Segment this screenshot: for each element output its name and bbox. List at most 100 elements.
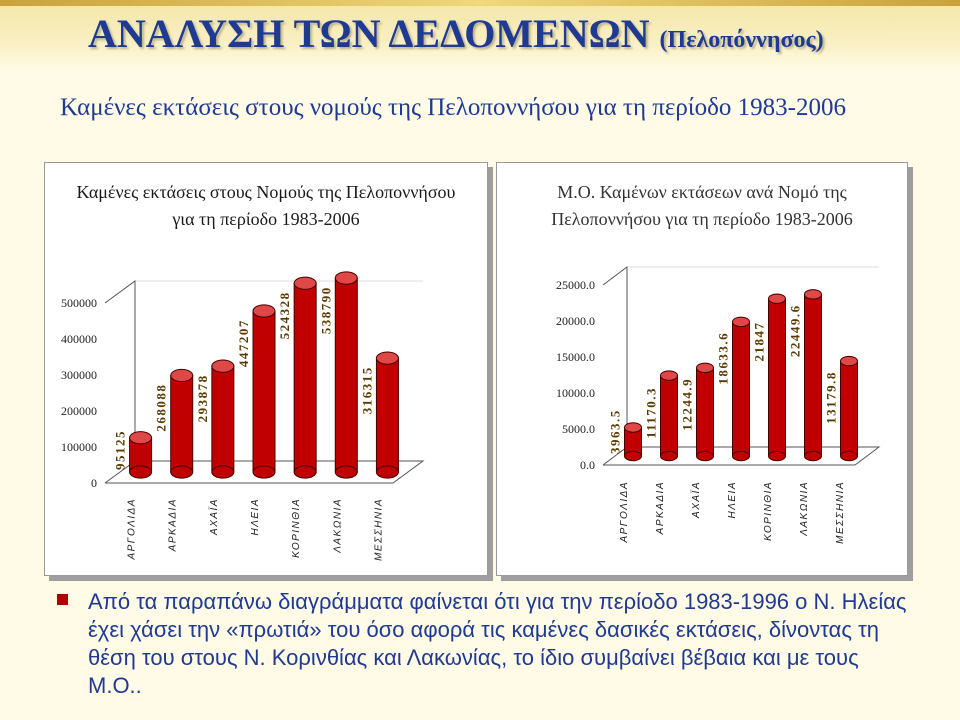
category-label: ΛΑΚΩΝΙΑ: [332, 498, 343, 554]
conclusion-text: Από τα παραπάνω διαγράμματα φαίνεται ότι…: [88, 589, 907, 698]
bar-top: [293, 276, 317, 290]
bar-bottom: [624, 450, 642, 462]
bar-top: [840, 355, 858, 367]
bar-top: [660, 370, 678, 381]
category-label: ΑΡΓΟΛΙΔΑ: [127, 498, 138, 561]
chart-title-total: Καμένες εκτάσεις στους Νομούς της Πελοπο…: [45, 179, 487, 233]
y-tick-label: 0: [91, 476, 97, 490]
y-tick-label: 300000: [61, 368, 97, 382]
bar-top: [732, 316, 750, 328]
bar-bottom: [732, 450, 750, 462]
data-label: 11170.3: [644, 387, 659, 438]
y-tick-label: 500000: [61, 296, 97, 310]
bar: [252, 310, 276, 473]
chart-panel-average: Μ.Ο. Καμένων εκτάσεων ανά Νομό της Πελοπ…: [496, 162, 908, 576]
y-tick-label: 5000.0: [562, 422, 595, 436]
bar-top: [252, 304, 276, 318]
data-label: 268088: [154, 384, 169, 432]
bar: [804, 293, 822, 457]
header-stripe: [0, 0, 960, 6]
bar-bottom: [334, 465, 358, 479]
bar-top: [211, 359, 235, 373]
axis-wall: [104, 280, 136, 484]
bar: [732, 321, 750, 457]
bar-top: [129, 431, 153, 445]
y-tick-label: 20000.0: [556, 314, 595, 328]
bar-bottom: [375, 465, 399, 479]
bar-bottom: [804, 450, 822, 462]
axis-floor: [105, 460, 425, 484]
bar: [768, 298, 786, 457]
chart-title-line: Πελοποννήσου για τη περίοδο 1983-2006: [551, 209, 853, 229]
bar-chart-average: 0.0 5000.0 10000.0 15000.0 20000.0 25000.0 396…: [556, 266, 881, 544]
axis-wall: [602, 266, 628, 466]
category-label: ΚΟΡΙΝΘΙΑ: [291, 498, 302, 558]
y-tick-label: 15000.0: [556, 350, 595, 364]
chart-title-line: Μ.Ο. Καμένων εκτάσεων ανά Νομό της: [557, 182, 847, 202]
chart-title-average: Μ.Ο. Καμένων εκτάσεων ανά Νομό της Πελοπ…: [497, 179, 907, 233]
header-decoration: [0, 0, 960, 70]
chart-panel-total: Καμένες εκτάσεις στους Νομούς της Πελοπο…: [44, 162, 488, 576]
bar-bottom: [768, 450, 786, 462]
bar-top: [334, 271, 358, 285]
bar: [375, 357, 399, 473]
data-label: 3963.5: [608, 409, 623, 454]
data-label: 447207: [236, 319, 251, 367]
bar: [170, 374, 194, 473]
bar: [660, 375, 678, 457]
data-label: 293878: [195, 374, 210, 422]
category-label: ΗΛΕΙΑ: [250, 498, 261, 536]
data-label: 524328: [277, 291, 292, 339]
bar-top: [768, 293, 786, 304]
bar-bottom: [211, 465, 235, 479]
category-label: ΜΕΣΣΗΝΙΑ: [835, 481, 846, 544]
bar: [696, 367, 714, 457]
bar-bottom: [170, 465, 194, 479]
category-label: ΑΧΑΪΑ: [690, 481, 702, 519]
category-label: ΑΧΑΪΑ: [208, 498, 220, 536]
y-tick-label: 100000: [61, 440, 97, 454]
y-tick-label: 400000: [61, 332, 97, 346]
bar-bottom: [840, 450, 858, 462]
data-label: 538790: [318, 286, 333, 334]
data-label: 95125: [113, 430, 128, 470]
axis-floor: [603, 446, 881, 466]
bar-top: [170, 368, 194, 383]
category-label: ΑΡΚΑΔΙΑ: [655, 481, 666, 535]
slide-title-main: ΑΝΑΛΥΣΗ ΤΩΝ ΔΕΔΟΜΕΝΩΝ: [88, 11, 650, 56]
bar-bottom: [696, 450, 714, 462]
bar-top: [375, 351, 399, 365]
slide-heading: Καμένες εκτάσεις στους νομούς της Πελοπο…: [60, 94, 846, 121]
data-label: 13179.8: [824, 371, 839, 424]
data-label: 22449.6: [788, 304, 803, 357]
slide-title-sub: (Πελοπόννησος): [659, 27, 824, 53]
bar: [334, 277, 358, 473]
chart-title-line: Καμένες εκτάσεις στους Νομούς της Πελοπο…: [76, 182, 456, 202]
category-label: ΜΕΣΣΗΝΙΑ: [373, 498, 384, 561]
category-label: ΛΑΚΩΝΙΑ: [799, 481, 810, 537]
bar-top: [624, 422, 642, 433]
y-tick-label: 10000.0: [556, 386, 595, 400]
category-label: ΑΡΓΟΛΙΔΑ: [619, 481, 630, 544]
y-tick-label: 0.0: [580, 458, 595, 472]
bar-bottom: [293, 465, 317, 479]
chart-title-line: για τη περίοδο 1983-2006: [172, 209, 360, 229]
bar: [293, 282, 317, 473]
bar-bottom: [129, 465, 153, 479]
y-tick-label: 25000.0: [556, 278, 595, 292]
bar-chart-total: 0 100000 200000 300000 400000 500000 95125 ΑΡΓΟ…: [61, 271, 425, 561]
bullet-square-icon: [57, 594, 68, 605]
data-label: 18633.6: [716, 332, 731, 385]
bar: [840, 360, 858, 457]
category-label: ΑΡΚΑΔΙΑ: [168, 498, 179, 552]
bar-bottom: [660, 450, 678, 462]
data-label: 316315: [359, 366, 374, 414]
category-label: ΚΟΡΙΝΘΙΑ: [763, 481, 774, 541]
y-tick-label: 200000: [61, 404, 97, 418]
bar-top: [696, 362, 714, 374]
data-label: 21847: [752, 321, 767, 361]
slide-title: ΑΝΑΛΥΣΗ ΤΩΝ ΔΕΔΟΜΕΝΩΝ (Πελοπόννησος): [88, 10, 824, 57]
category-label: ΗΛΕΙΑ: [727, 481, 738, 519]
data-label: 12244.9: [680, 378, 695, 431]
bar: [211, 365, 235, 473]
